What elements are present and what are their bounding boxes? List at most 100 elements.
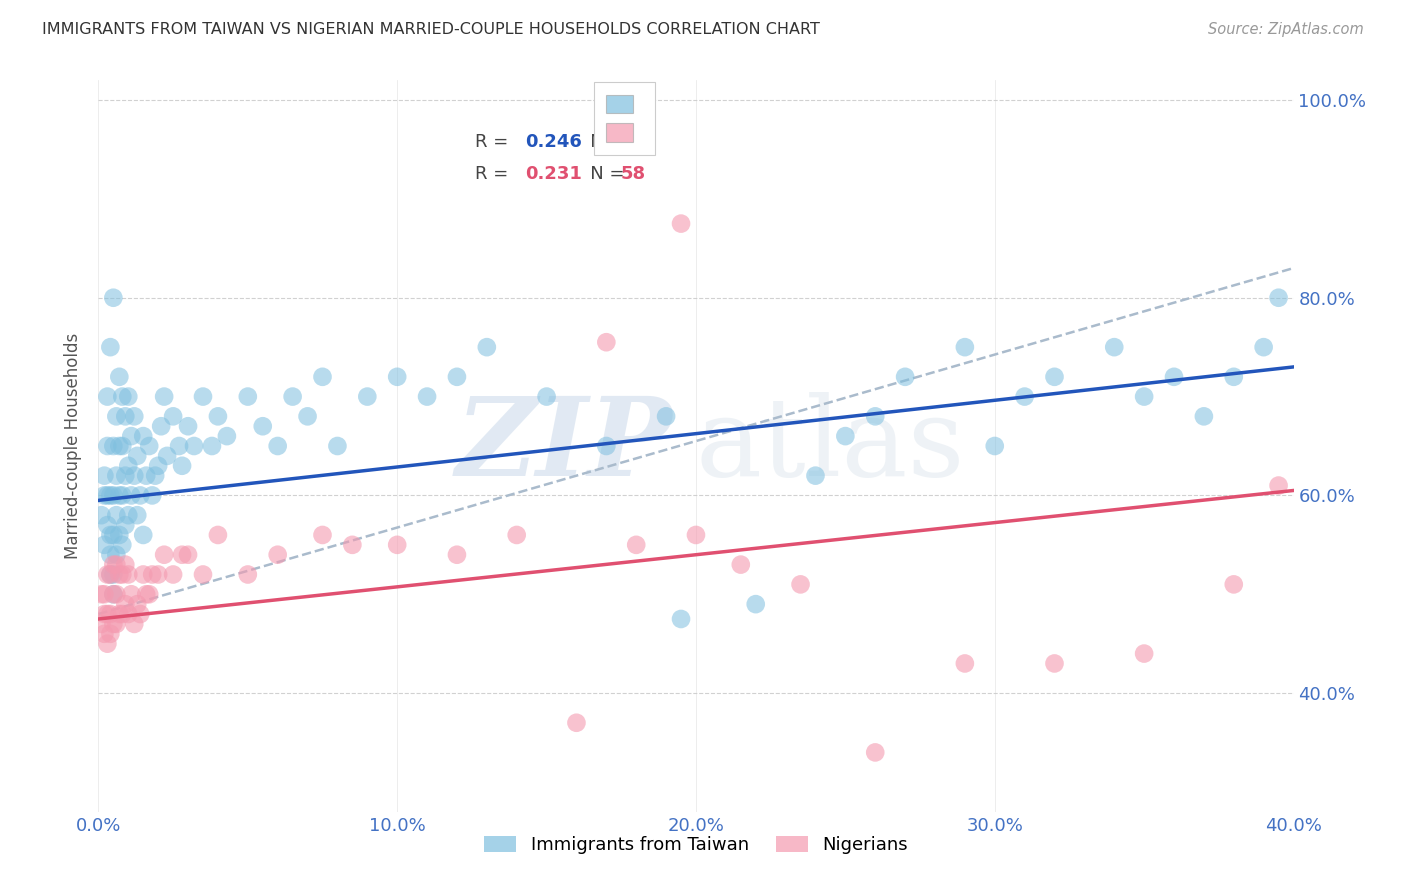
Point bbox=[105, 558, 128, 572]
Point bbox=[105, 548, 128, 562]
Point bbox=[894, 369, 917, 384]
Point bbox=[96, 390, 118, 404]
Point bbox=[96, 607, 118, 621]
Point bbox=[117, 458, 139, 473]
Point bbox=[138, 439, 160, 453]
Point bbox=[129, 488, 152, 502]
Point bbox=[103, 528, 125, 542]
Point bbox=[108, 528, 131, 542]
Point bbox=[132, 567, 155, 582]
Point bbox=[311, 528, 333, 542]
Y-axis label: Married-couple Households: Married-couple Households bbox=[65, 333, 83, 559]
Text: IMMIGRANTS FROM TAIWAN VS NIGERIAN MARRIED-COUPLE HOUSEHOLDS CORRELATION CHART: IMMIGRANTS FROM TAIWAN VS NIGERIAN MARRI… bbox=[42, 22, 820, 37]
Point bbox=[132, 528, 155, 542]
Point bbox=[326, 439, 349, 453]
Point bbox=[93, 488, 115, 502]
Point bbox=[789, 577, 811, 591]
Point bbox=[108, 607, 131, 621]
Point bbox=[124, 468, 146, 483]
Text: R =: R = bbox=[475, 134, 520, 152]
Point bbox=[105, 508, 128, 523]
Point bbox=[804, 468, 827, 483]
Text: N =: N = bbox=[572, 134, 630, 152]
Point bbox=[117, 508, 139, 523]
Point bbox=[103, 616, 125, 631]
Point bbox=[124, 409, 146, 424]
Point bbox=[98, 567, 122, 582]
Point bbox=[1133, 390, 1156, 404]
Point bbox=[148, 458, 170, 473]
Point bbox=[103, 567, 125, 582]
Point bbox=[114, 468, 136, 483]
Point bbox=[103, 558, 125, 572]
Point bbox=[96, 637, 118, 651]
Point bbox=[177, 548, 200, 562]
Point bbox=[117, 390, 139, 404]
Point bbox=[156, 449, 179, 463]
Point bbox=[191, 390, 214, 404]
Point bbox=[93, 538, 115, 552]
Point bbox=[162, 409, 184, 424]
Point bbox=[120, 429, 142, 443]
Point bbox=[114, 409, 136, 424]
Point bbox=[207, 528, 229, 542]
Point bbox=[595, 439, 617, 453]
Point bbox=[96, 518, 118, 533]
Point bbox=[111, 488, 134, 502]
Text: N =: N = bbox=[572, 165, 630, 183]
Point bbox=[953, 340, 976, 354]
Point bbox=[1267, 478, 1289, 492]
Point bbox=[1133, 647, 1156, 661]
Point bbox=[191, 567, 214, 582]
Point bbox=[236, 567, 259, 582]
Point bbox=[105, 468, 128, 483]
Point bbox=[595, 335, 617, 350]
Point bbox=[111, 390, 134, 404]
Point bbox=[111, 567, 134, 582]
Point bbox=[141, 567, 163, 582]
Point bbox=[103, 488, 125, 502]
Point bbox=[953, 657, 976, 671]
Point bbox=[98, 567, 122, 582]
Point bbox=[96, 439, 118, 453]
Point bbox=[446, 369, 468, 384]
Point bbox=[385, 369, 409, 384]
Point bbox=[626, 538, 648, 552]
Point bbox=[105, 409, 128, 424]
Text: 0.246: 0.246 bbox=[524, 134, 582, 152]
Point bbox=[117, 607, 139, 621]
Point bbox=[135, 587, 157, 601]
Point bbox=[127, 508, 149, 523]
Point bbox=[98, 607, 122, 621]
Point bbox=[1104, 340, 1126, 354]
Point bbox=[129, 607, 152, 621]
Point bbox=[98, 488, 122, 502]
Point bbox=[167, 439, 190, 453]
Point bbox=[1223, 369, 1246, 384]
Point bbox=[105, 587, 128, 601]
Point bbox=[98, 548, 122, 562]
Point bbox=[93, 468, 115, 483]
Point bbox=[201, 439, 224, 453]
Point bbox=[135, 468, 157, 483]
Point bbox=[143, 468, 166, 483]
Text: R =: R = bbox=[475, 165, 520, 183]
Point bbox=[153, 548, 176, 562]
Point bbox=[105, 616, 128, 631]
Point bbox=[565, 715, 588, 730]
Point bbox=[124, 616, 146, 631]
Point bbox=[730, 558, 752, 572]
Point bbox=[236, 390, 259, 404]
Point bbox=[177, 419, 200, 434]
Text: 0.231: 0.231 bbox=[524, 165, 582, 183]
Point bbox=[96, 567, 118, 582]
Point bbox=[865, 409, 887, 424]
Point bbox=[150, 419, 173, 434]
Text: 94: 94 bbox=[620, 134, 645, 152]
Point bbox=[127, 449, 149, 463]
Point bbox=[103, 439, 125, 453]
Point bbox=[1163, 369, 1185, 384]
Point bbox=[267, 439, 290, 453]
Point bbox=[506, 528, 529, 542]
Point bbox=[215, 429, 238, 443]
